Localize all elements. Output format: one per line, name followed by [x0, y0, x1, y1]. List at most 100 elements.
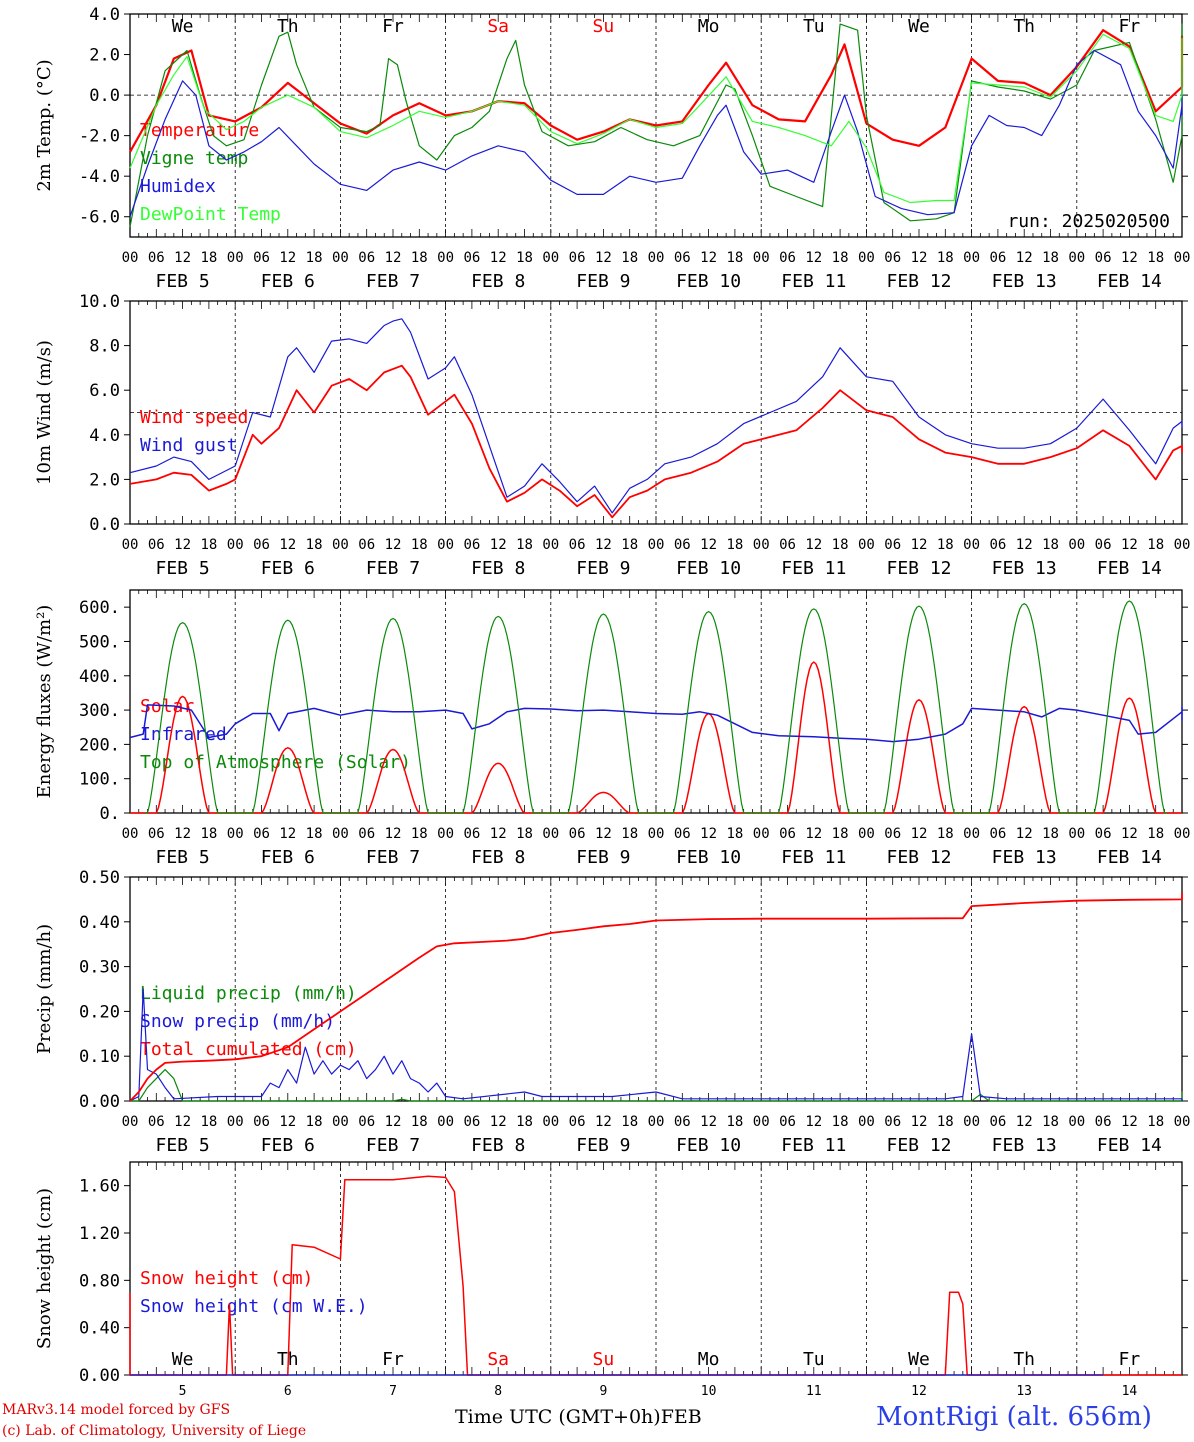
x-hour-label: 18 [937, 826, 954, 842]
x-hour-label: 06 [989, 1114, 1006, 1130]
legend-entry: Wind gust [140, 435, 238, 456]
x-date-label: FEB 5 [156, 558, 210, 579]
x-hour-label: 06 [779, 537, 796, 553]
snow-day-number: 13 [1016, 1384, 1032, 1399]
x-hour-label: 18 [411, 826, 428, 842]
x-date-label: FEB 9 [576, 271, 630, 292]
snow-day-number: 7 [389, 1384, 397, 1399]
y-tick-label: 300. [79, 701, 120, 721]
x-hour-label: 12 [1016, 537, 1033, 553]
x-hour-label: 06 [779, 826, 796, 842]
x-hour-label: 12 [1016, 250, 1033, 266]
y-tick-label: 0.50 [79, 868, 120, 888]
x-hour-label: 12 [490, 1114, 507, 1130]
y-tick-label: 0.00 [79, 1092, 120, 1112]
x-hour-label: 18 [1147, 537, 1164, 553]
x-hour-label: 12 [385, 1114, 402, 1130]
x-hour-label: 00 [542, 250, 559, 266]
y-tick-label: 0.0 [89, 515, 120, 535]
x-hour-label: 00 [1174, 250, 1191, 266]
x-hour-label: 06 [463, 1114, 480, 1130]
x-hour-label: 12 [279, 826, 296, 842]
legend-entry: Humidex [140, 176, 216, 197]
x-hour-label: 12 [805, 1114, 822, 1130]
x-hour-label: 00 [227, 1114, 244, 1130]
x-hour-label: 18 [937, 1114, 954, 1130]
snow-day-number: 6 [284, 1384, 292, 1399]
x-hour-label: 00 [963, 537, 980, 553]
x-hour-label: 00 [437, 537, 454, 553]
x-date-label: FEB 13 [992, 847, 1057, 868]
x-hour-label: 00 [648, 826, 665, 842]
y-tick-label: 1.20 [79, 1224, 120, 1244]
x-hour-label: 18 [306, 537, 323, 553]
x-hour-label: 18 [726, 250, 743, 266]
day-name-label: Th [1013, 16, 1035, 37]
x-hour-label: 18 [621, 826, 638, 842]
x-hour-label: 00 [858, 1114, 875, 1130]
x-hour-label: 00 [227, 826, 244, 842]
snow-day-name-label: Fr [382, 1349, 404, 1370]
time-axis-title: Time UTC (GMT+0h)FEB [455, 1406, 702, 1428]
x-date-label: FEB 8 [471, 1135, 525, 1156]
x-hour-label: 12 [1121, 250, 1138, 266]
x-date-label: FEB 8 [471, 847, 525, 868]
series-line-temperature [129, 29, 1184, 153]
x-hour-label: 18 [1147, 1114, 1164, 1130]
x-hour-label: 18 [1042, 1114, 1059, 1130]
y-tick-label: 500. [79, 632, 120, 652]
legend-entry: Snow height (cm) [140, 1268, 313, 1289]
run-label: run: 2025020500 [1007, 211, 1170, 232]
x-hour-label: 12 [911, 1114, 928, 1130]
x-hour-label: 06 [1095, 537, 1112, 553]
x-hour-label: 12 [385, 537, 402, 553]
x-hour-label: 12 [490, 826, 507, 842]
x-hour-label: 06 [674, 250, 691, 266]
y-tick-label: 8.0 [89, 337, 120, 357]
plot-frame [129, 589, 1183, 814]
x-date-label: FEB 10 [676, 1135, 741, 1156]
day-name-label: Mo [698, 16, 720, 37]
x-hour-label: 12 [1121, 826, 1138, 842]
x-date-label: FEB 11 [781, 271, 846, 292]
model-credit: MARv3.14 model forced by GFS (c) Lab. of… [2, 1400, 306, 1442]
x-hour-label: 18 [1042, 826, 1059, 842]
x-hour-label: 18 [832, 250, 849, 266]
x-hour-label: 12 [805, 826, 822, 842]
snow-day-name-label: Mo [698, 1349, 720, 1370]
x-hour-label: 06 [1095, 1114, 1112, 1130]
snow-day-name-label: Su [593, 1349, 615, 1370]
snow-day-number: 10 [701, 1384, 717, 1399]
x-hour-label: 06 [148, 537, 165, 553]
x-hour-label: 00 [753, 1114, 770, 1130]
x-hour-label: 12 [1121, 537, 1138, 553]
x-hour-label: 18 [726, 826, 743, 842]
x-hour-label: 18 [516, 1114, 533, 1130]
x-date-label: FEB 6 [261, 847, 315, 868]
x-hour-label: 18 [621, 1114, 638, 1130]
y-tick-label: 0.40 [79, 913, 120, 933]
x-date-label: FEB 14 [1097, 847, 1162, 868]
day-name-label: Th [277, 16, 299, 37]
legend-entry: Vigne temp [140, 148, 248, 169]
legend-entry: Liquid precip (mm/h) [140, 983, 357, 1004]
x-hour-label: 00 [122, 250, 139, 266]
snow-day-name-label: We [172, 1349, 194, 1370]
legend-entry: Infrared [140, 724, 227, 745]
legend-entry: Wind speed [140, 407, 248, 428]
x-hour-label: 00 [1174, 537, 1191, 553]
x-hour-label: 06 [674, 1114, 691, 1130]
y-tick-label: -2.0 [79, 127, 120, 147]
x-hour-label: 12 [385, 250, 402, 266]
x-hour-label: 06 [884, 826, 901, 842]
x-date-label: FEB 12 [886, 271, 951, 292]
x-hour-label: 00 [332, 826, 349, 842]
y-tick-label: 6.0 [89, 381, 120, 401]
x-hour-label: 12 [911, 826, 928, 842]
snow-day-name-label: Th [1013, 1349, 1035, 1370]
y-tick-label: 2.0 [89, 470, 120, 490]
day-name-label: Sa [487, 16, 509, 37]
x-hour-label: 00 [963, 250, 980, 266]
time-axis-label: Time UTC (GMT+0h) [455, 1406, 661, 1428]
series-line-vigne-temp [129, 23, 1183, 228]
